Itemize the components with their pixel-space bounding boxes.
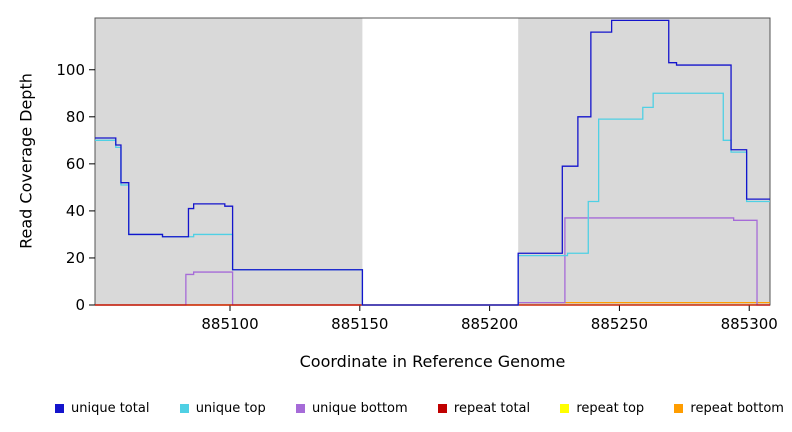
plot-area: 885100 885150 885200 885250 885300 0 20 40 60 80 1…	[56, 17, 778, 333]
legend-item: repeat bottom	[674, 401, 784, 416]
legend-item: repeat total	[437, 401, 531, 416]
shaded-region	[95, 18, 363, 305]
x-tick-label: 885300	[721, 315, 778, 333]
y-tick-label: 0	[75, 296, 85, 314]
legend-swatch	[560, 404, 570, 413]
x-tick-label: 885100	[201, 315, 258, 333]
y-tick-label: 100	[56, 61, 85, 79]
legend-swatch	[179, 404, 189, 413]
shaded-region	[518, 18, 770, 305]
legend-label: repeat total	[453, 401, 531, 416]
legend-swatch	[674, 404, 684, 413]
y-tick-label: 20	[66, 249, 85, 267]
y-axis-title: Read Coverage Depth	[16, 73, 36, 249]
x-tick-label: 885250	[591, 315, 648, 333]
x-tick-label: 885200	[461, 315, 518, 333]
y-tick-label: 80	[66, 108, 85, 126]
legend-swatch	[55, 404, 64, 413]
legend-label: unique total	[71, 401, 150, 416]
legend-item: unique bottom	[295, 401, 408, 416]
x-axis-title: Coordinate in Reference Genome	[299, 352, 566, 371]
legend-item: unique total	[55, 401, 149, 416]
series-unique-total	[95, 19, 770, 306]
legend-swatch	[295, 404, 305, 413]
legend-item: unique top	[179, 401, 266, 416]
legend-label: repeat bottom	[690, 401, 784, 416]
legend-swatch	[437, 404, 447, 413]
legend: unique total unique top unique bottom repea…	[55, 401, 784, 416]
y-tick-label: 40	[66, 202, 85, 220]
y-tick-label: 60	[66, 155, 85, 173]
legend-label: repeat top	[576, 401, 645, 416]
x-tick-label: 885150	[331, 315, 388, 333]
legend-label: unique top	[195, 401, 266, 416]
legend-item: repeat top	[560, 401, 644, 416]
legend-label: unique bottom	[311, 401, 408, 416]
